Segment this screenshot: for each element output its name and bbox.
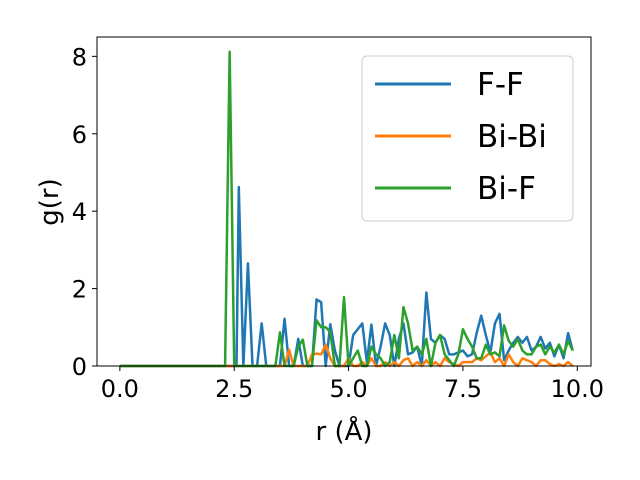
y-tick-label: 4	[72, 198, 87, 226]
x-tick-label: 0.0	[101, 375, 139, 403]
legend-items: F-F Bi-Bi Bi-F	[375, 67, 547, 207]
y-axis-label: g(r)	[35, 178, 65, 225]
legend-box	[361, 55, 574, 222]
series-layer	[119, 50, 574, 368]
legend-label-1: Bi-Bi	[477, 119, 547, 155]
y-ticks: 0 2 4 6 8	[72, 43, 97, 381]
y-tick-label: 6	[72, 121, 87, 149]
series-line-1	[119, 343, 574, 368]
legend: F-F Bi-Bi Bi-F	[361, 55, 574, 222]
x-tick-label: 5.0	[329, 375, 367, 403]
x-tick-label: 10.0	[551, 375, 604, 403]
y-tick-label: 0	[72, 353, 87, 381]
y-tick-label: 8	[72, 43, 87, 71]
x-tick-label: 7.5	[444, 375, 482, 403]
plot-frame	[96, 36, 592, 367]
y-tick-label: 2	[72, 276, 87, 304]
legend-label-2: Bi-F	[477, 171, 536, 207]
x-tick-label: 2.5	[215, 375, 253, 403]
x-ticks: 0.0 2.5 5.0 7.5 10.0	[101, 366, 604, 403]
series-line-2	[119, 50, 574, 368]
legend-label-0: F-F	[477, 67, 524, 103]
x-axis-label: r (Å)	[315, 415, 372, 447]
